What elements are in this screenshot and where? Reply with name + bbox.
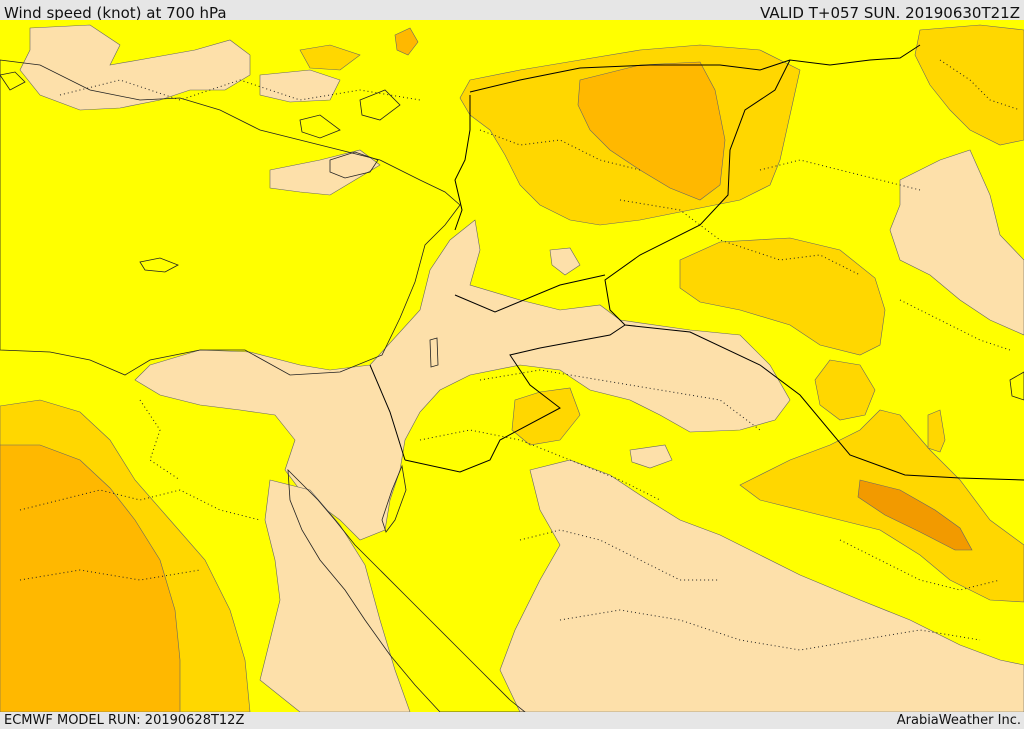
map-footer: ECMWF MODEL RUN: 20190628T12Z ArabiaWeat… — [0, 712, 1024, 729]
country-borders — [369, 44, 1024, 481]
model-run-label: ECMWF MODEL RUN: 20190628T12Z — [4, 713, 245, 728]
wind-speed-map — [0, 20, 1024, 712]
aegean-island-3 — [359, 89, 401, 121]
cyprus — [329, 151, 379, 179]
valid-time: VALID T+057 SUN. 20190630T21Z — [760, 4, 1020, 22]
admin-boundaries — [19, 59, 1021, 651]
wind-band-highest-streak — [857, 479, 973, 551]
map-header: Wind speed (knot) at 700 hPa VALID T+057… — [0, 0, 1024, 22]
mediterranean-sea — [0, 59, 461, 376]
crete — [139, 257, 179, 273]
aegean-island-2 — [299, 114, 341, 139]
dead-sea — [429, 337, 439, 368]
credit-label: ArabiaWeather Inc. — [896, 713, 1021, 728]
persian-gulf — [1009, 371, 1024, 401]
map-title: Wind speed (knot) at 700 hPa — [4, 4, 227, 22]
wind-band-low-zones — [19, 24, 1024, 712]
wind-band-higher-zones — [0, 27, 726, 712]
red-sea — [287, 468, 526, 712]
gulf-of-aqaba — [381, 464, 407, 533]
aegean-island-1 — [0, 71, 26, 91]
